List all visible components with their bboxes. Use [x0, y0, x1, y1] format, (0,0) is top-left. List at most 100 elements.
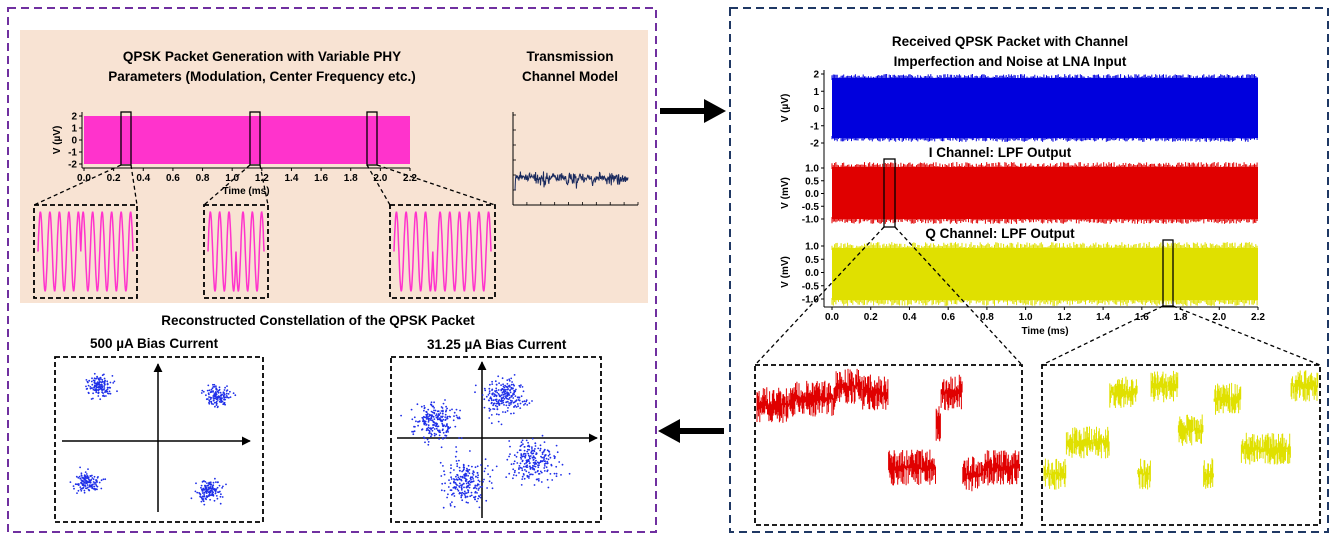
constellation-point — [495, 413, 498, 416]
rx-y-tick-label: 0 — [813, 104, 819, 115]
constellation-point — [500, 388, 503, 391]
constellation-point — [449, 482, 452, 485]
constellation-point — [513, 406, 515, 408]
constellation-point — [112, 382, 115, 384]
constellation-point — [204, 497, 207, 500]
constellation-point — [520, 441, 523, 444]
constellation-point — [535, 459, 537, 462]
constellation-point — [446, 496, 448, 499]
rx-x-tick-label: 0.0 — [825, 312, 839, 323]
constellation-point — [532, 456, 535, 459]
constellation-point — [528, 475, 530, 478]
constellation-point — [512, 383, 515, 386]
constellation-point — [86, 475, 89, 477]
constellation-point — [525, 399, 528, 402]
constellation-point — [483, 406, 486, 409]
tx-x-tick-label: 1.4 — [285, 173, 299, 184]
constellation-point — [214, 477, 216, 480]
constellation-point — [91, 486, 94, 488]
constellation-point — [523, 400, 526, 403]
constellation-point — [508, 404, 510, 406]
constellation-point — [524, 454, 527, 457]
constellation-point — [492, 404, 494, 407]
q-y-axis-label: V (mV) — [780, 256, 791, 288]
constellation-point — [440, 410, 443, 412]
constellation-point — [223, 401, 226, 404]
constellation-point — [215, 387, 218, 390]
constellation-point — [537, 464, 539, 467]
constellation-point — [534, 465, 537, 468]
constellation-point — [96, 481, 98, 483]
constellation-point — [543, 456, 545, 459]
constellation-point — [84, 471, 87, 473]
constellation-point — [507, 407, 509, 409]
constellation-point — [435, 427, 438, 430]
constellation-point — [556, 451, 559, 454]
tx-zoom-box-3 — [366, 111, 378, 166]
constellation-point — [99, 376, 102, 379]
constellation-point — [505, 385, 508, 388]
constellation-point — [208, 493, 211, 496]
tx-x-tick-label: 0.0 — [77, 173, 91, 184]
constellation-point — [457, 417, 459, 420]
i-channel-title: I Channel: LPF Output — [929, 145, 1072, 160]
constellation-point — [210, 402, 213, 405]
constellation-point — [520, 484, 523, 486]
constellation-point — [536, 461, 539, 464]
constellation-point — [431, 405, 434, 408]
constellation-point — [72, 485, 75, 487]
constellation-point — [84, 477, 86, 479]
constellation-point — [508, 393, 510, 395]
constellation-point — [477, 497, 479, 500]
constellation-point — [531, 473, 534, 476]
constellation-point — [69, 481, 72, 483]
constellation-point — [476, 500, 478, 503]
constellation-point — [539, 449, 541, 452]
constellation-point — [515, 388, 517, 391]
constellation-point — [568, 472, 571, 475]
constellation-point — [466, 495, 469, 498]
q-zoom-box — [1162, 239, 1174, 307]
constellation-point — [206, 490, 209, 493]
constellation-point — [442, 506, 445, 509]
constellation-point — [474, 486, 476, 489]
constellation-point — [106, 386, 109, 389]
constellation-point — [469, 477, 472, 480]
constellation-point — [449, 471, 452, 474]
constellation-point — [469, 495, 472, 498]
constellation-point — [435, 433, 438, 436]
rx-x-tick-label: 0.4 — [903, 312, 917, 323]
constellation-point — [92, 397, 94, 400]
constellation-point — [88, 478, 90, 481]
constellation-point — [203, 494, 206, 496]
constellation-point — [80, 482, 83, 485]
constellation-point — [463, 494, 466, 496]
constellation-point — [433, 422, 436, 424]
constellation-point — [449, 489, 452, 491]
constellation-point — [491, 383, 494, 385]
constellation-point — [512, 474, 515, 476]
constellation-point — [528, 402, 531, 405]
constellation-point — [488, 399, 490, 402]
constellation-point — [100, 385, 103, 388]
constellation-point — [201, 492, 204, 494]
constellation-point — [427, 443, 430, 446]
constellation-point — [77, 476, 80, 479]
constellation-point — [467, 501, 469, 504]
constellation-point — [87, 384, 90, 387]
constellation-point — [497, 400, 500, 402]
constellation-point — [423, 405, 426, 407]
constellation-point — [209, 396, 212, 399]
constellation-point — [522, 443, 524, 445]
constellation-point — [477, 479, 480, 482]
constellation-point — [493, 395, 496, 398]
constellation-point — [111, 375, 114, 377]
constellation-point — [488, 417, 491, 419]
constellation-point — [227, 396, 230, 399]
constellation-point — [456, 488, 459, 491]
constellation-point — [210, 401, 213, 404]
constellation-point — [444, 436, 447, 439]
constellation-point — [219, 391, 222, 394]
constellation-point — [547, 454, 550, 457]
transmitted-packet-plot: 210-1-2 0.0 0.2 0.4 0.6 0.8 1.0 1.2 1.4 1.6 1.8 2.… — [52, 111, 417, 197]
